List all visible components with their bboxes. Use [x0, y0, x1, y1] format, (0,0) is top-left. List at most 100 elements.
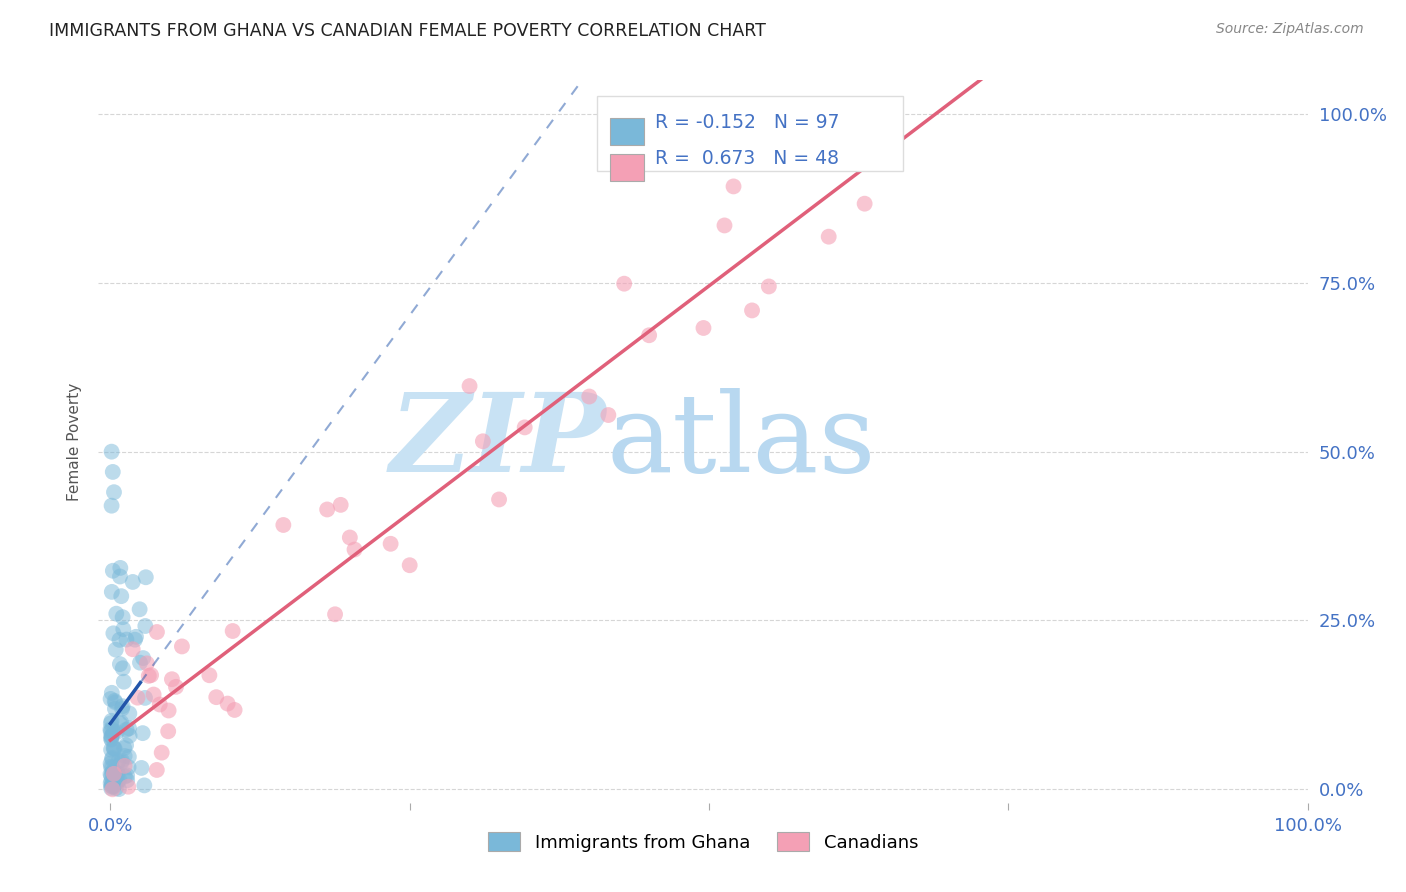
Point	[100, 716, 122, 731]
Point	[134, 690, 156, 705]
Point	[165, 680, 187, 694]
Point	[100, 499, 122, 513]
Point	[100, 767, 122, 781]
Point	[339, 531, 361, 545]
Point	[124, 632, 146, 647]
Point	[103, 741, 125, 756]
Point	[104, 781, 127, 796]
Point	[112, 674, 135, 689]
Point	[135, 570, 157, 584]
Point	[205, 690, 228, 705]
Point	[101, 465, 124, 479]
Point	[114, 748, 136, 763]
Point	[108, 716, 131, 731]
Point	[100, 692, 122, 706]
Point	[115, 773, 138, 788]
Point	[323, 607, 346, 622]
Point	[329, 498, 352, 512]
Point	[142, 688, 165, 702]
Point	[101, 780, 124, 794]
Point	[121, 574, 143, 589]
Point	[139, 668, 162, 682]
Point	[134, 778, 156, 792]
Point	[104, 764, 127, 779]
Point	[471, 434, 494, 449]
Point	[129, 656, 152, 670]
Point	[101, 761, 124, 775]
FancyBboxPatch shape	[610, 118, 644, 145]
Point	[135, 657, 157, 671]
Point	[110, 756, 132, 770]
Point	[100, 731, 122, 746]
Point	[108, 569, 131, 583]
Point	[117, 760, 139, 774]
Point	[776, 145, 799, 160]
Point	[488, 492, 510, 507]
Point	[104, 771, 127, 785]
Point	[117, 780, 139, 794]
Point	[100, 714, 122, 728]
Point	[101, 764, 124, 779]
Point	[638, 328, 661, 343]
Point	[103, 779, 125, 793]
Point	[157, 704, 180, 718]
Point	[100, 730, 122, 744]
Point	[131, 726, 153, 740]
Point	[100, 723, 122, 737]
Point	[112, 741, 135, 756]
Y-axis label: Female Poverty: Female Poverty	[67, 383, 83, 500]
Point	[224, 703, 246, 717]
Point	[138, 669, 160, 683]
Point	[741, 303, 763, 318]
Point	[146, 763, 169, 777]
Point	[107, 766, 129, 780]
Point	[723, 179, 745, 194]
Point	[380, 537, 402, 551]
Point	[118, 729, 141, 743]
Text: IMMIGRANTS FROM GHANA VS CANADIAN FEMALE POVERTY CORRELATION CHART: IMMIGRANTS FROM GHANA VS CANADIAN FEMALE…	[49, 22, 766, 40]
Point	[121, 642, 143, 657]
Point	[100, 779, 122, 793]
Point	[101, 766, 124, 780]
Point	[217, 697, 239, 711]
Point	[316, 502, 339, 516]
Point	[125, 630, 148, 644]
Point	[104, 777, 127, 791]
Text: atlas: atlas	[606, 388, 876, 495]
Point	[101, 751, 124, 765]
Point	[149, 698, 172, 712]
Point	[758, 279, 780, 293]
Point	[273, 518, 295, 533]
Point	[100, 729, 122, 743]
Point	[111, 699, 134, 714]
Point	[108, 632, 131, 647]
Point	[713, 219, 735, 233]
Point	[398, 558, 420, 573]
Point	[128, 602, 150, 616]
Point	[101, 564, 124, 578]
Point	[118, 722, 141, 736]
Point	[115, 723, 138, 737]
Point	[132, 651, 155, 665]
Point	[101, 686, 124, 700]
Point	[110, 561, 132, 575]
Text: Source: ZipAtlas.com: Source: ZipAtlas.com	[1216, 22, 1364, 37]
Point	[853, 196, 876, 211]
Point	[115, 768, 138, 782]
Point	[108, 772, 131, 787]
Point	[101, 752, 124, 766]
Point	[131, 761, 153, 775]
Point	[114, 769, 136, 783]
Point	[692, 321, 714, 335]
Point	[157, 724, 180, 739]
Point	[100, 732, 122, 747]
Text: R =  0.673   N = 48: R = 0.673 N = 48	[655, 149, 838, 168]
Point	[100, 760, 122, 774]
Point	[100, 444, 122, 458]
Point	[221, 624, 243, 638]
Point	[598, 408, 620, 422]
Point	[101, 777, 124, 791]
Point	[100, 776, 122, 790]
Point	[101, 585, 124, 599]
Point	[112, 622, 135, 636]
